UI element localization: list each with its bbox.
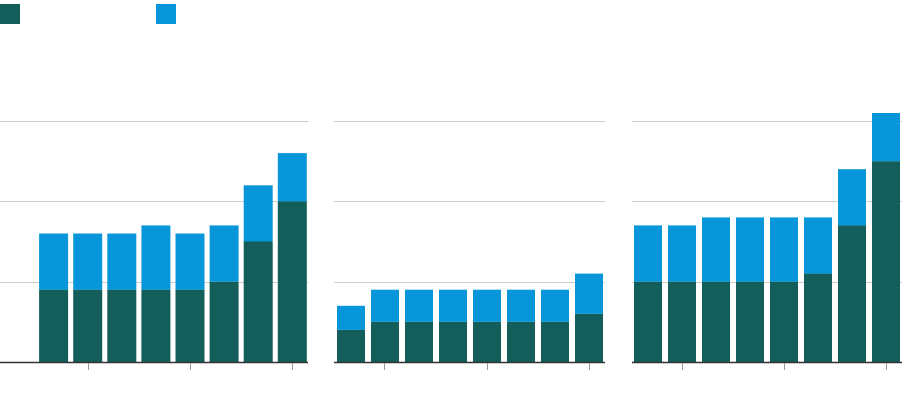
bar-2-2-a <box>371 321 399 362</box>
bar-2-3-a <box>405 321 433 362</box>
bar-2-5-a <box>473 321 501 362</box>
bar-1-3-b <box>73 233 103 290</box>
bar-1-2-b <box>39 233 69 290</box>
bar-1-4-b <box>107 233 137 290</box>
bar-3-7-b <box>838 169 866 226</box>
bar-1-6-a <box>175 289 205 362</box>
bar-3-1-a <box>634 281 662 362</box>
bar-1-6-b <box>175 233 205 290</box>
bar-2-3-b <box>405 289 433 322</box>
bar-3-7-a <box>838 225 866 362</box>
bar-3-8-a <box>872 161 900 362</box>
bar-1-9-b <box>277 153 307 202</box>
bar-1-7-b <box>209 225 239 282</box>
bar-1-7-a <box>209 281 239 362</box>
bar-3-1-b <box>634 225 662 282</box>
bar-3-4-a <box>736 281 764 362</box>
bar-3-5-a <box>770 281 798 362</box>
bar-2-7-a <box>541 321 569 362</box>
bar-3-3-b <box>702 217 730 282</box>
bar-1-2-a <box>39 289 69 362</box>
bar-2-7-b <box>541 289 569 322</box>
bar-2-5-b <box>473 289 501 322</box>
legend-item-series-a <box>0 4 26 24</box>
bar-2-6-b <box>507 289 535 322</box>
bar-1-8-a <box>243 241 273 362</box>
bar-3-8-b <box>872 113 900 162</box>
bar-3-3-a <box>702 281 730 362</box>
bar-1-4-a <box>107 289 137 362</box>
bar-3-2-a <box>668 281 696 362</box>
bar-3-5-b <box>770 217 798 282</box>
bar-1-5-b <box>141 225 171 290</box>
bar-1-8-b <box>243 185 273 242</box>
bar-1-5-a <box>141 289 171 362</box>
bar-3-2-b <box>668 225 696 282</box>
bar-2-1-a <box>337 329 365 362</box>
bar-3-4-b <box>736 217 764 282</box>
bar-2-4-a <box>439 321 467 362</box>
bar-2-1-b <box>337 305 365 330</box>
bar-2-8-a <box>575 313 603 362</box>
bar-3-6-a <box>804 273 832 362</box>
legend-item-series-b <box>156 4 182 24</box>
bar-1-9-a <box>277 201 307 362</box>
bar-2-6-a <box>507 321 535 362</box>
legend-swatch-series-b <box>156 4 176 24</box>
bar-1-3-a <box>73 289 103 362</box>
bar-3-6-b <box>804 217 832 274</box>
legend-swatch-series-a <box>0 4 20 24</box>
bar-2-8-b <box>575 273 603 314</box>
bar-2-4-b <box>439 289 467 322</box>
legend <box>0 4 920 24</box>
bar-2-2-b <box>371 289 399 322</box>
